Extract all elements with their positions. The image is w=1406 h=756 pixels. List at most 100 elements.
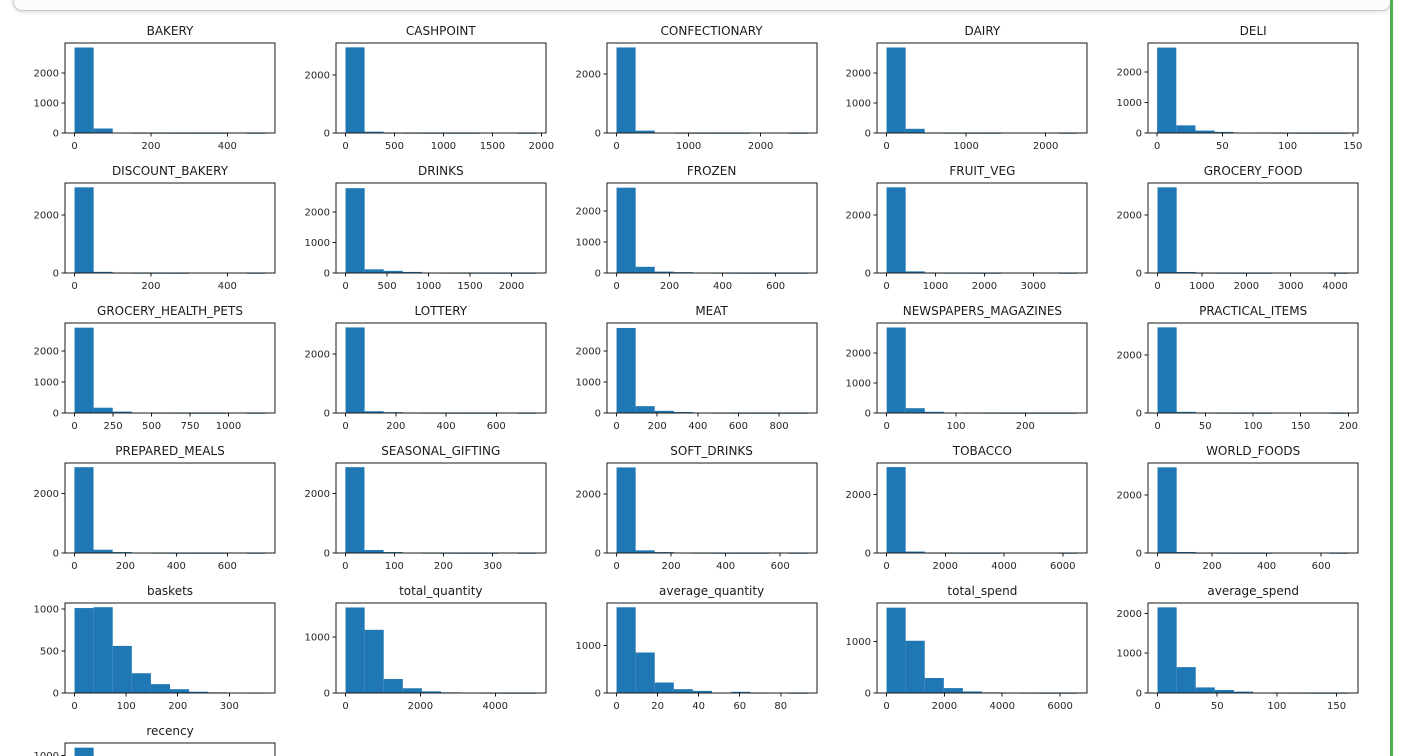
y-tick-label: 2000 (1117, 67, 1142, 78)
chart-title: DELI (1239, 24, 1267, 38)
chart-title: DAIRY (964, 24, 1001, 38)
axes-frame (876, 462, 1088, 554)
histogram-bar (692, 690, 712, 693)
x-tick-label: 400 (218, 281, 237, 292)
histogram-bar (886, 47, 907, 133)
x-tick-label: 50 (1211, 701, 1224, 712)
y-tick-label: 0 (323, 409, 329, 420)
x-tick-label: 2000 (1234, 281, 1259, 292)
axes-frame (876, 42, 1088, 134)
x-tick-label: 2000 (528, 141, 553, 152)
chart-plot-area: 0 500 1000 0 100 200 300 (34, 602, 276, 712)
histogram-bar (654, 271, 674, 273)
subplot-CONFECTIONARY: CONFECTIONARY 0 2000 0 1000 2000 (547, 23, 837, 155)
x-tick-label: 400 (713, 281, 732, 292)
chart-plot-area: 0 1000 2000 0 200 400 (34, 42, 276, 152)
x-tick-label: 200 (1339, 421, 1358, 432)
x-tick-label: 2000 (748, 141, 773, 152)
x-tick-label: 300 (220, 701, 239, 712)
x-tick-label: 2000 (972, 281, 997, 292)
histogram-bar (93, 549, 113, 553)
x-tick-label: 750 (180, 421, 199, 432)
x-tick-label: 500 (385, 141, 404, 152)
chart-title: GROCERY_FOOD (1203, 164, 1303, 178)
chart-title: BAKERY (146, 24, 194, 38)
y-tick-label: 1000 (34, 751, 59, 756)
x-tick-label: 0 (1155, 701, 1161, 712)
subplot-average_quantity: average_quantity 0 1000 0 20 40 60 80 (547, 583, 837, 715)
y-tick-label: 1000 (846, 99, 871, 110)
histogram-bar (345, 188, 365, 273)
chart-title: TOBACCO (952, 444, 1012, 458)
x-tick-label: 600 (218, 561, 237, 572)
x-tick-label: 200 (434, 561, 453, 572)
subplot-CASHPOINT: CASHPOINT 0 2000 0 500 1000 1500 2000 (276, 23, 566, 155)
y-tick-label: 1000 (1117, 98, 1142, 109)
x-tick-label: 100 (1278, 141, 1297, 152)
x-tick-label: 0 (71, 561, 77, 572)
y-tick-label: 0 (53, 689, 59, 700)
x-tick-label: 400 (218, 141, 237, 152)
axes-frame (64, 602, 276, 694)
histogram-bar (1176, 551, 1196, 553)
chart-title: MEAT (695, 304, 728, 318)
histogram-bar (635, 652, 655, 693)
histogram-bar (131, 673, 151, 693)
histogram-bar (1157, 607, 1177, 693)
y-tick-label: 2000 (34, 69, 59, 80)
axes-frame (1147, 602, 1359, 694)
x-tick-label: 200 (141, 281, 160, 292)
subplot-FRUIT_VEG: FRUIT_VEG 0 2000 0 1000 2000 3000 (817, 163, 1107, 295)
x-tick-label: 200 (1203, 561, 1222, 572)
x-tick-label: 1500 (457, 281, 482, 292)
y-tick-label: 0 (594, 269, 600, 280)
x-tick-label: 4000 (992, 561, 1017, 572)
chart-title: FROZEN (686, 164, 737, 178)
chart-plot-area: 0 2000 0 1000 2000 3000 4000 (1117, 182, 1359, 292)
chart-plot-area: 0 1000 2000 0 200 400 600 800 (575, 322, 818, 432)
histogram-bar (1215, 690, 1235, 693)
x-tick-label: 20 (651, 701, 664, 712)
x-tick-label: 250 (103, 421, 122, 432)
chart-title: CASHPOINT (405, 24, 476, 38)
histogram-bar (906, 551, 926, 553)
histogram-bar (74, 747, 94, 756)
chart-title: DRINKS (418, 164, 464, 178)
axes-frame (64, 742, 276, 756)
chart-title: recency (146, 724, 194, 738)
chart-plot-area: 0 1000 0 2000 4000 6000 (846, 602, 1088, 712)
histogram-bar (925, 411, 945, 413)
chart-title: PRACTICAL_ITEMS (1199, 304, 1308, 318)
histogram-bar (906, 640, 926, 693)
chart-title: NEWSPAPERS_MAGAZINES (902, 304, 1063, 318)
x-tick-label: 600 (766, 281, 785, 292)
x-tick-label: 0 (613, 701, 619, 712)
x-tick-label: 0 (1155, 281, 1161, 292)
chart-plot-area: 0 1000 2000 0 200 400 600 (575, 182, 818, 292)
y-tick-label: 0 (865, 689, 871, 700)
y-tick-label: 0 (594, 409, 600, 420)
axes-frame (64, 462, 276, 554)
histogram-bar (886, 607, 907, 693)
chart-title: average_quantity (659, 584, 765, 598)
axes-frame (876, 182, 1088, 274)
x-tick-label: 0 (884, 561, 890, 572)
histogram-bar (345, 47, 365, 133)
histogram-bar (944, 688, 964, 693)
histogram-bar (654, 682, 674, 693)
subplot-MEAT: MEAT 0 1000 2000 0 200 400 600 800 (547, 303, 837, 435)
histogram-bar (74, 327, 94, 413)
y-tick-label: 500 (40, 646, 59, 657)
histogram-bar (1214, 131, 1235, 133)
histogram-bar (925, 678, 945, 693)
axes-frame (335, 462, 547, 554)
axes-frame (64, 322, 276, 414)
histogram-bar (364, 550, 384, 553)
x-tick-label: 150 (1291, 421, 1310, 432)
x-tick-label: 100 (947, 421, 966, 432)
y-tick-label: 1000 (34, 377, 59, 388)
x-tick-label: 50 (1216, 141, 1229, 152)
y-tick-label: 0 (323, 269, 329, 280)
y-tick-label: 2000 (304, 70, 329, 81)
x-tick-label: 2000 (932, 701, 957, 712)
